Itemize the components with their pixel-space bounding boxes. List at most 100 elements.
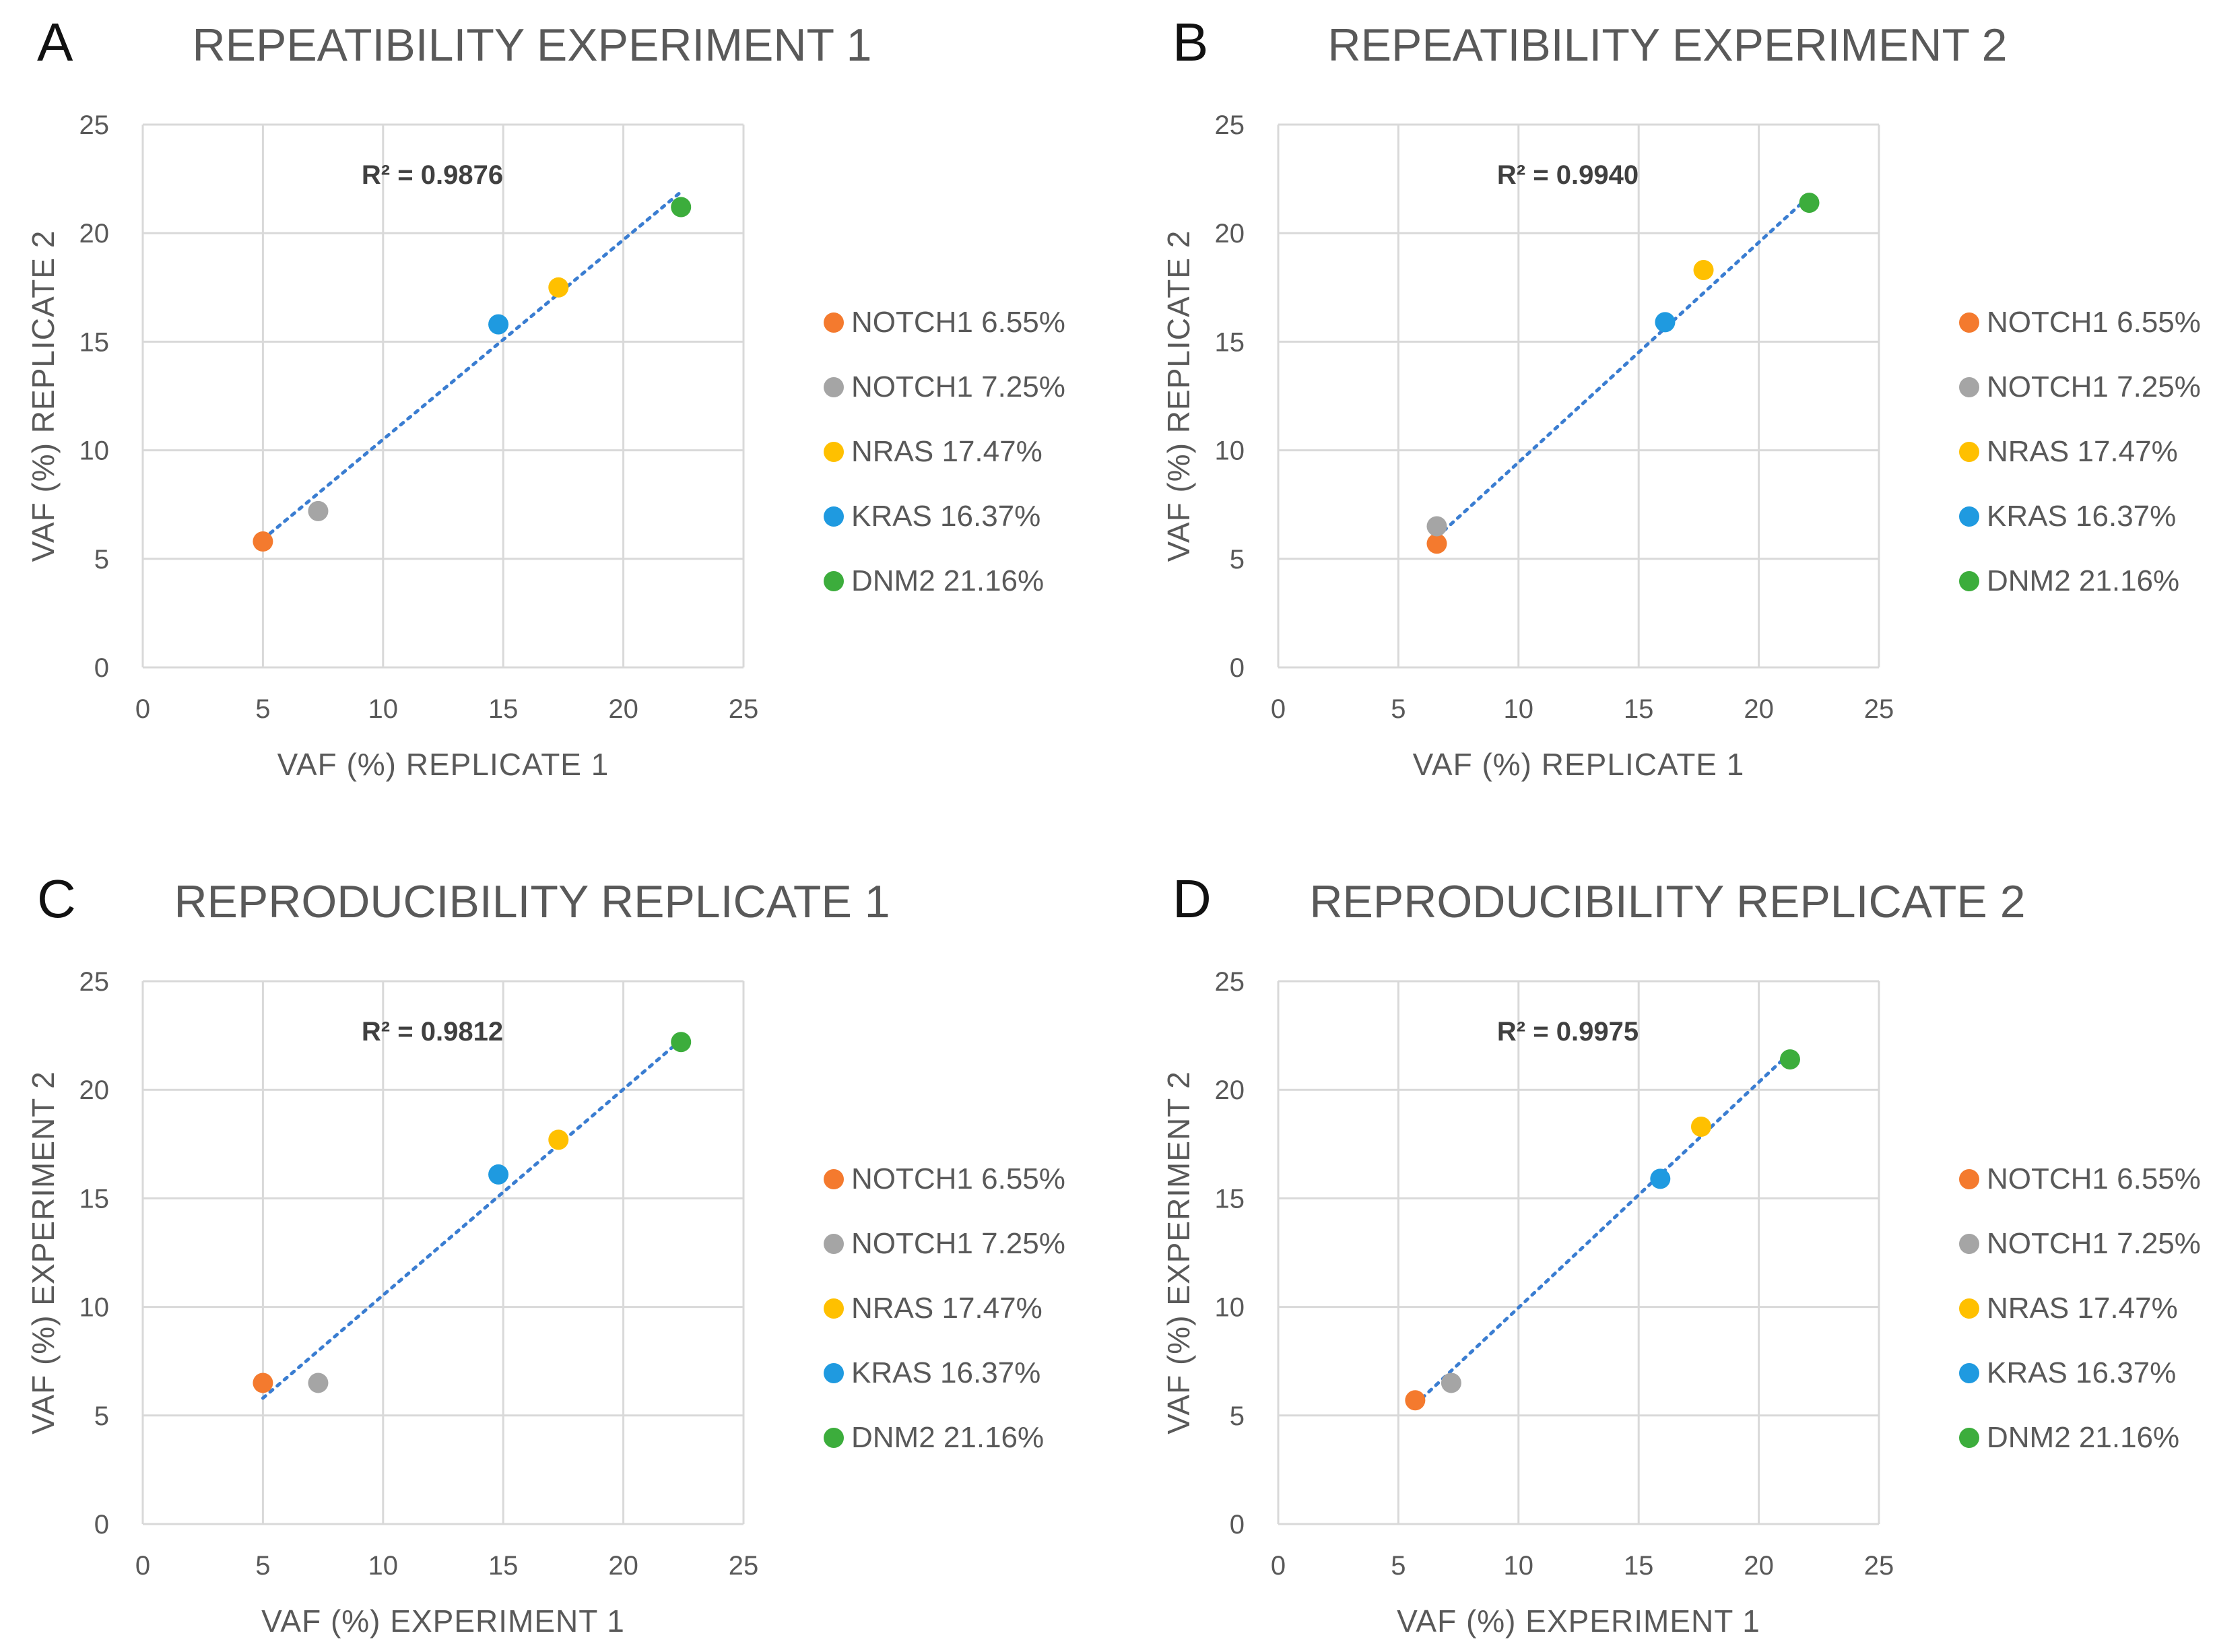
y-tick-label: 15 xyxy=(1215,1184,1245,1214)
y-tick-label: 20 xyxy=(1215,219,1245,249)
legend-label: KRAS 16.37% xyxy=(1987,1356,2176,1389)
legend-marker xyxy=(1959,377,1979,397)
legend-item: NOTCH1 6.55% xyxy=(824,306,1065,339)
y-tick-label: 0 xyxy=(94,653,109,683)
r-squared-label: R² = 0.9812 xyxy=(362,1017,503,1047)
x-tick-label: 15 xyxy=(488,1551,519,1581)
y-tick-label: 5 xyxy=(94,545,109,574)
legend-label: NOTCH1 6.55% xyxy=(1987,1162,2201,1195)
legend-marker xyxy=(824,312,844,333)
data-point xyxy=(1655,312,1676,333)
y-tick-label: 5 xyxy=(94,1401,109,1431)
y-tick-label: 25 xyxy=(1215,967,1245,997)
legend-item: NRAS 17.47% xyxy=(1959,1292,2178,1325)
chart-panel-b: B REPEATIBILITY EXPERIMENT 2 0 5 10 15 20 25 0 5 1… xyxy=(1161,12,2201,782)
legend-marker xyxy=(1959,1428,1979,1448)
y-tick-label: 0 xyxy=(1230,1510,1245,1540)
x-axis-title: VAF (%) EXPERIMENT 1 xyxy=(261,1604,625,1639)
legend-marker xyxy=(824,1169,844,1189)
y-axis-title: VAF (%) REPLICATE 2 xyxy=(1161,230,1196,562)
legend-item: DNM2 21.16% xyxy=(824,564,1044,597)
data-point xyxy=(1690,1117,1711,1137)
gridlines xyxy=(143,980,745,1524)
legend-marker xyxy=(1959,312,1979,333)
y-tick-label: 10 xyxy=(1215,436,1245,466)
chart-panel-a: A REPEATIBILITY EXPERIMENT 1 0 5 10 15 20 25 0 5 1… xyxy=(26,12,1065,782)
x-tick-label: 0 xyxy=(1271,694,1286,724)
data-point xyxy=(1799,193,1820,213)
data-point xyxy=(671,1032,692,1053)
legend-item: NRAS 17.47% xyxy=(824,435,1043,468)
y-tick-label: 25 xyxy=(79,110,110,140)
x-tick-label: 5 xyxy=(255,1551,270,1581)
trendline xyxy=(1413,1051,1792,1407)
x-tick-label: 25 xyxy=(1864,694,1894,724)
data-point xyxy=(1426,516,1447,537)
legend-item: NOTCH1 6.55% xyxy=(824,1162,1065,1195)
y-tick-label: 10 xyxy=(79,1293,110,1323)
legend-label: KRAS 16.37% xyxy=(851,1356,1040,1389)
legend-item: NOTCH1 7.25% xyxy=(1959,1227,2201,1260)
x-tick-label: 10 xyxy=(368,1551,399,1581)
x-tick-label: 25 xyxy=(729,1551,759,1581)
data-point xyxy=(308,1373,329,1393)
x-tick-label: 20 xyxy=(608,694,638,724)
legend-marker xyxy=(1959,1298,1979,1319)
trendline xyxy=(261,1038,683,1400)
legend-label: KRAS 16.37% xyxy=(851,500,1040,533)
data-point xyxy=(1779,1049,1800,1070)
x-tick-label: 0 xyxy=(1271,1551,1286,1581)
x-tick-label: 25 xyxy=(729,694,759,724)
y-tick-label: 10 xyxy=(1215,1293,1245,1323)
legend-label: KRAS 16.37% xyxy=(1987,500,2176,533)
x-axis-title: VAF (%) REPLICATE 1 xyxy=(277,747,609,782)
y-tick-label: 15 xyxy=(79,327,110,357)
gridlines xyxy=(1278,980,1880,1524)
legend-label: NRAS 17.47% xyxy=(851,435,1043,468)
data-point xyxy=(253,531,273,552)
r-squared-label: R² = 0.9975 xyxy=(1497,1017,1639,1047)
x-tick-label: 5 xyxy=(1391,1551,1406,1581)
legend-item: DNM2 21.16% xyxy=(1959,564,2179,597)
x-tick-label: 20 xyxy=(608,1551,638,1581)
chart-title: REPRODUCIBILITY REPLICATE 1 xyxy=(174,876,890,927)
y-tick-label: 20 xyxy=(1215,1076,1245,1105)
panel-letter: D xyxy=(1172,869,1212,929)
trendline xyxy=(1434,194,1812,539)
legend-marker xyxy=(824,1363,844,1383)
legend-item: KRAS 16.37% xyxy=(1959,500,2176,533)
legend-item: NOTCH1 7.25% xyxy=(1959,370,2201,403)
legend-label: NOTCH1 6.55% xyxy=(851,306,1065,339)
legend-marker xyxy=(1959,442,1979,462)
y-tick-label: 5 xyxy=(1230,545,1245,574)
y-axis-title: VAF (%) EXPERIMENT 2 xyxy=(26,1071,61,1434)
data-point xyxy=(1650,1168,1671,1189)
x-tick-label: 25 xyxy=(1864,1551,1894,1581)
r-squared-label: R² = 0.9940 xyxy=(1497,160,1639,190)
legend: NOTCH1 6.55% NOTCH1 7.25% NRAS 17.47% KRAS … xyxy=(824,1162,1065,1454)
legend-label: NRAS 17.47% xyxy=(1987,435,2178,468)
y-tick-label: 15 xyxy=(79,1184,110,1214)
data-point xyxy=(671,197,692,218)
legend: NOTCH1 6.55% NOTCH1 7.25% NRAS 17.47% KRAS … xyxy=(1959,1162,2201,1454)
y-tick-label: 5 xyxy=(1230,1401,1245,1431)
legend-item: DNM2 21.16% xyxy=(1959,1421,2179,1454)
data-point xyxy=(253,1373,273,1393)
x-tick-label: 0 xyxy=(135,1551,150,1581)
legend-marker xyxy=(824,1428,844,1448)
legend-label: NOTCH1 7.25% xyxy=(851,370,1065,403)
legend-item: NRAS 17.47% xyxy=(824,1292,1043,1325)
legend-label: NOTCH1 7.25% xyxy=(1987,370,2201,403)
legend-label: NRAS 17.47% xyxy=(1987,1292,2178,1325)
legend-item: NOTCH1 7.25% xyxy=(824,1227,1065,1260)
y-tick-label: 25 xyxy=(1215,110,1245,140)
gridlines xyxy=(143,123,745,667)
x-axis-title: VAF (%) EXPERIMENT 1 xyxy=(1397,1604,1760,1639)
x-tick-label: 20 xyxy=(1744,1551,1774,1581)
legend-item: NOTCH1 7.25% xyxy=(824,370,1065,403)
y-axis-title: VAF (%) EXPERIMENT 2 xyxy=(1161,1071,1196,1434)
chart-panel-d: D REPRODUCIBILITY REPLICATE 2 0 5 10 15 20 25 0 5… xyxy=(1161,869,2201,1639)
x-tick-label: 15 xyxy=(1624,694,1654,724)
x-axis-title: VAF (%) REPLICATE 1 xyxy=(1413,747,1745,782)
